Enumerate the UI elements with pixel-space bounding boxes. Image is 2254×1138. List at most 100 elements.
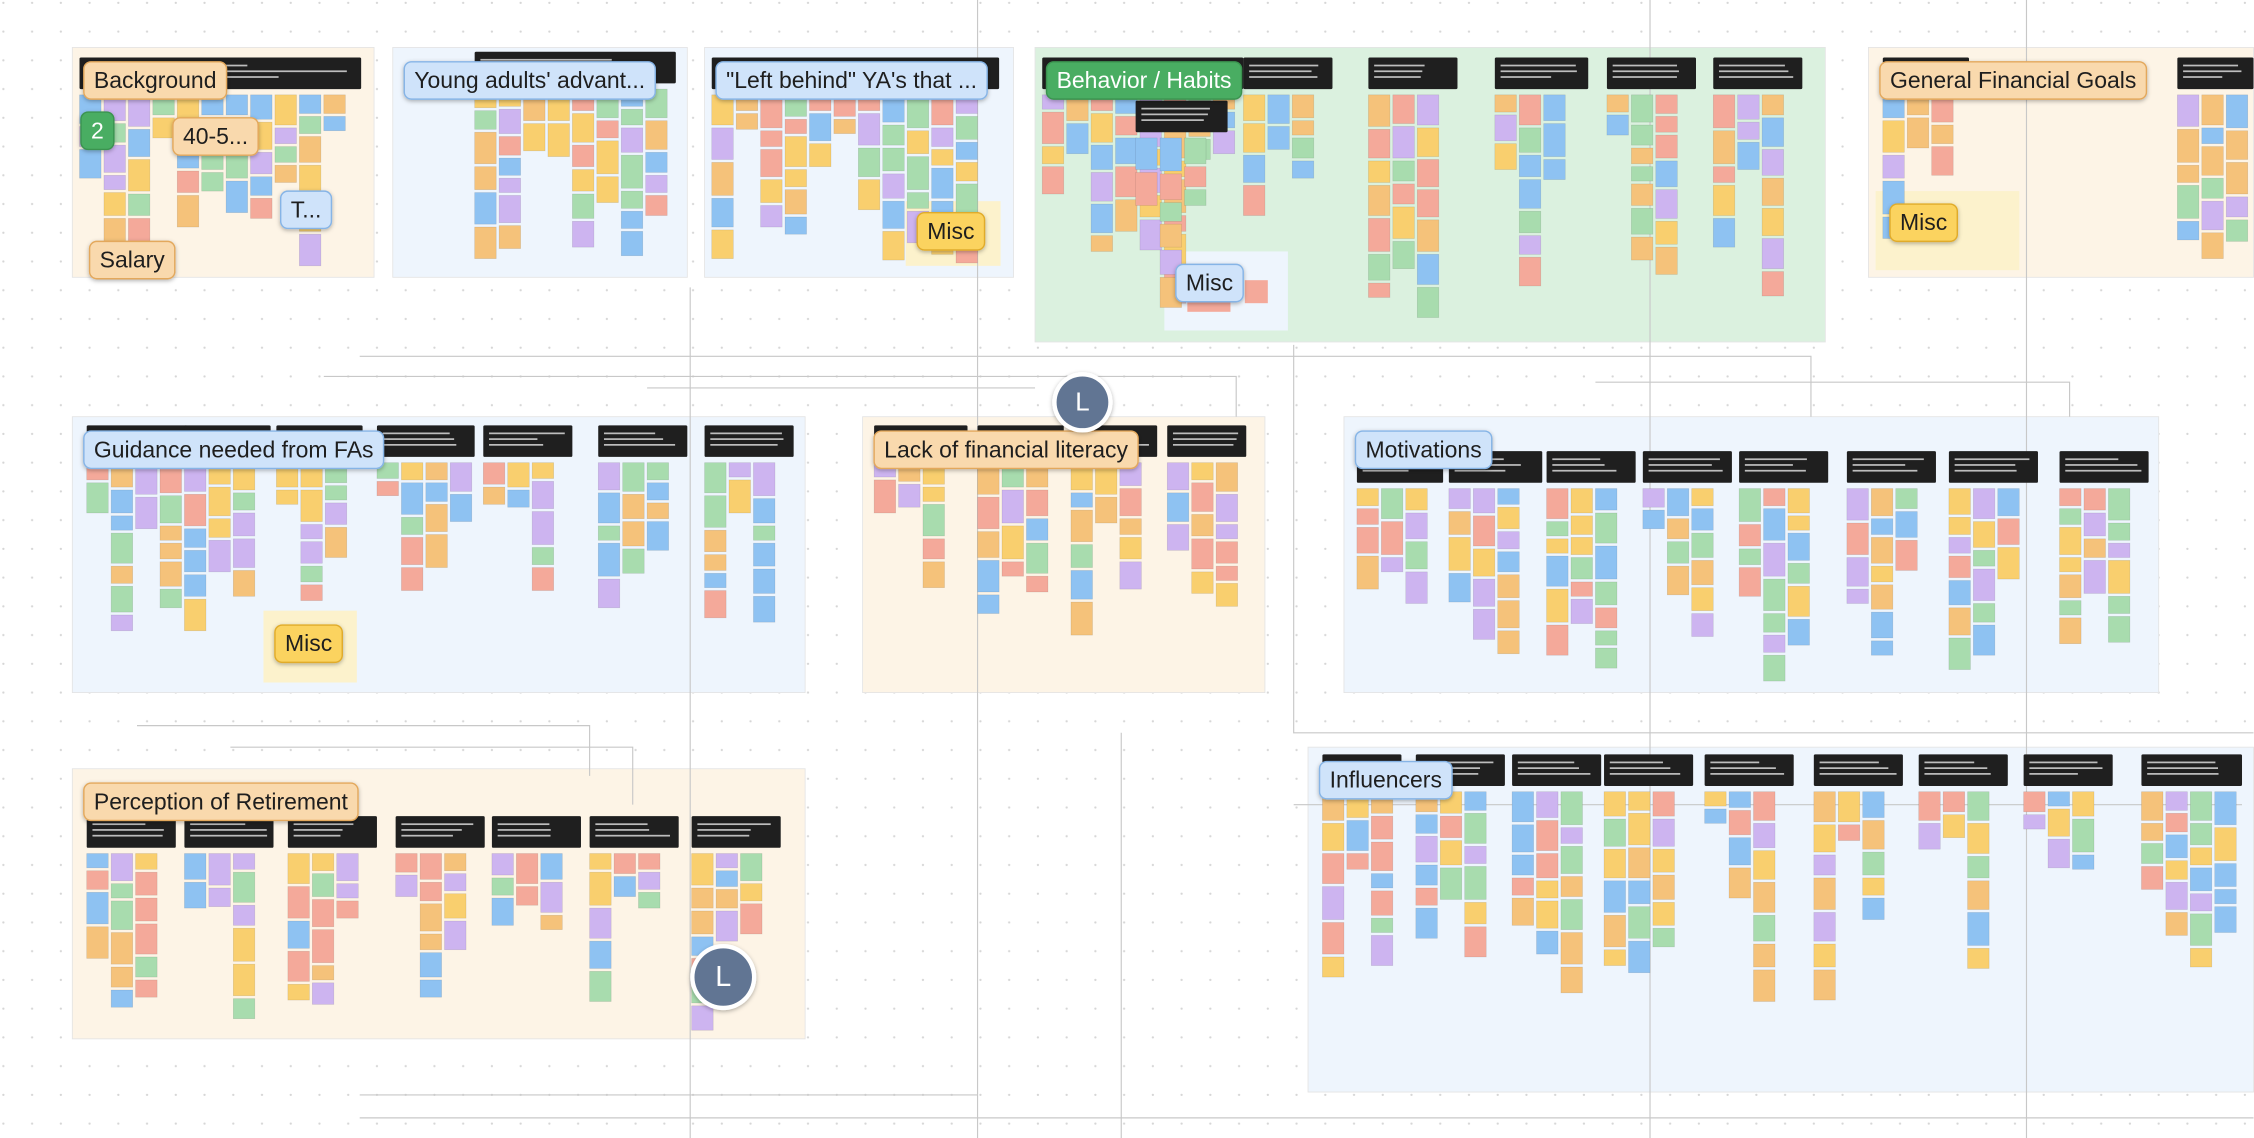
sticky-note[interactable] xyxy=(1813,912,1836,942)
sticky-note[interactable] xyxy=(715,870,738,887)
sticky-note[interactable] xyxy=(1728,810,1751,836)
sticky-note[interactable] xyxy=(1070,544,1093,568)
sticky-note[interactable] xyxy=(1691,488,1714,507)
sticky-note[interactable] xyxy=(1997,518,2020,545)
sticky-note[interactable] xyxy=(1066,123,1089,155)
sticky-note[interactable] xyxy=(784,118,807,134)
sticky-note[interactable] xyxy=(444,920,467,951)
sticky-note[interactable] xyxy=(691,1005,714,1031)
sticky-note[interactable] xyxy=(1642,509,1665,530)
sticky-note[interactable] xyxy=(103,192,126,216)
sticky-note[interactable] xyxy=(395,874,418,897)
sticky-note[interactable] xyxy=(1368,185,1391,216)
sticky-note[interactable] xyxy=(1518,235,1542,255)
sticky-note[interactable] xyxy=(1967,823,1990,854)
header-note[interactable] xyxy=(1846,451,1936,483)
sticky-note[interactable] xyxy=(312,873,335,897)
sticky-note[interactable] xyxy=(922,486,945,502)
sticky-note[interactable] xyxy=(376,481,399,497)
sticky-note[interactable] xyxy=(620,127,644,153)
sticky-note[interactable] xyxy=(1753,881,1776,913)
sticky-note[interactable] xyxy=(159,525,182,541)
sticky-note[interactable] xyxy=(1135,137,1158,170)
header-note[interactable] xyxy=(1813,754,1903,786)
sticky-note[interactable] xyxy=(2165,834,2188,859)
header-note[interactable] xyxy=(1546,451,1636,483)
sticky-note[interactable] xyxy=(176,195,200,228)
sticky-note[interactable] xyxy=(1415,907,1438,939)
sticky-note[interactable] xyxy=(2141,866,2164,890)
sticky-note[interactable] xyxy=(2214,827,2237,861)
sticky-note[interactable] xyxy=(1712,94,1736,129)
header-note[interactable] xyxy=(1948,451,2038,483)
sticky-note[interactable] xyxy=(1041,146,1065,165)
sticky-note[interactable] xyxy=(622,462,645,492)
sticky-note[interactable] xyxy=(208,887,231,907)
sticky-note[interactable] xyxy=(110,883,133,899)
sticky-note[interactable] xyxy=(1948,607,1971,636)
sticky-note[interactable] xyxy=(1862,851,1885,876)
sticky-note[interactable] xyxy=(547,123,570,157)
section-label[interactable]: Influencers xyxy=(1330,767,1442,793)
sticky-note[interactable] xyxy=(2214,889,2237,905)
sticky-note[interactable] xyxy=(740,903,763,935)
sticky-note[interactable] xyxy=(1603,880,1626,913)
sticky-note[interactable] xyxy=(1166,492,1190,522)
sticky-note[interactable] xyxy=(225,94,248,116)
sticky-note[interactable] xyxy=(1497,574,1520,599)
sticky-note[interactable] xyxy=(589,971,612,1002)
sticky-note[interactable] xyxy=(2047,838,2070,869)
sticky-note[interactable] xyxy=(715,889,738,909)
sticky-note[interactable] xyxy=(645,195,668,216)
sticky-note[interactable] xyxy=(1763,578,1786,611)
sticky-note[interactable] xyxy=(1159,202,1182,222)
header-note[interactable] xyxy=(1606,57,1696,90)
sticky-note[interactable] xyxy=(232,570,256,597)
sticky-note[interactable] xyxy=(1846,557,1869,587)
sticky-note[interactable] xyxy=(2165,860,2188,880)
sticky-note[interactable] xyxy=(1322,823,1345,851)
sticky-note[interactable] xyxy=(1184,137,1207,165)
sticky-note[interactable] xyxy=(86,870,109,890)
sticky-note[interactable] xyxy=(1691,560,1714,586)
sticky-note[interactable] xyxy=(1728,837,1751,866)
sticky-note[interactable] xyxy=(159,588,182,609)
sticky-note[interactable] xyxy=(1871,518,1894,535)
sticky-note[interactable] xyxy=(1448,573,1471,603)
sticky-note[interactable] xyxy=(1691,613,1714,637)
sticky-note[interactable] xyxy=(1761,208,1784,236)
sticky-note[interactable] xyxy=(419,952,442,978)
sticky-note[interactable] xyxy=(1761,149,1784,176)
sticky-note[interactable] xyxy=(1813,854,1836,876)
sticky-note[interactable] xyxy=(1356,527,1379,554)
sticky-note[interactable] xyxy=(300,541,323,564)
sticky-note[interactable] xyxy=(704,554,727,571)
sticky-note[interactable] xyxy=(232,998,256,1020)
sticky-note[interactable] xyxy=(1448,537,1471,571)
sticky-note[interactable] xyxy=(135,853,158,870)
header-note[interactable] xyxy=(376,425,475,457)
sticky-note[interactable] xyxy=(1322,886,1345,920)
sticky-note[interactable] xyxy=(300,584,323,601)
sticky-note[interactable] xyxy=(1738,567,1761,597)
sticky-note[interactable] xyxy=(232,512,256,537)
sticky-note[interactable] xyxy=(1518,256,1542,287)
sticky-note[interactable] xyxy=(159,561,182,587)
sticky-note[interactable] xyxy=(401,462,424,481)
section-label[interactable]: Motivations xyxy=(1366,436,1482,462)
sticky-note[interactable] xyxy=(1704,791,1727,807)
sticky-note[interactable] xyxy=(1416,254,1440,285)
sticky-note[interactable] xyxy=(1761,177,1784,206)
header-note[interactable] xyxy=(483,425,573,457)
sticky-note[interactable] xyxy=(1215,541,1238,564)
sticky-note[interactable] xyxy=(323,116,346,132)
sticky-note[interactable] xyxy=(1212,130,1236,155)
sticky-note[interactable] xyxy=(1119,537,1142,560)
sticky-note[interactable] xyxy=(312,982,335,1005)
sticky-note[interactable] xyxy=(1191,571,1214,594)
sticky-note[interactable] xyxy=(1628,940,1651,974)
sticky-note[interactable] xyxy=(401,516,424,535)
sticky-note[interactable] xyxy=(135,956,158,978)
sticky-note[interactable] xyxy=(1070,601,1093,636)
sticky-note[interactable] xyxy=(1595,545,1618,580)
